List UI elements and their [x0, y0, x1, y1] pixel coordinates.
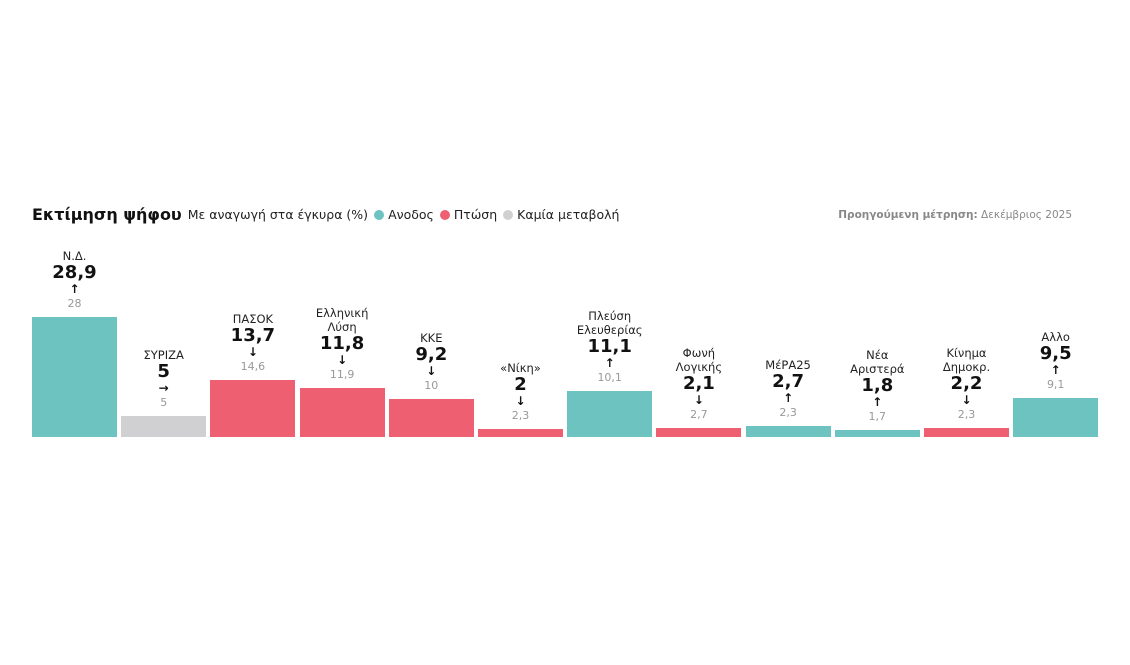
party-name: ΚΚΕ — [420, 330, 443, 345]
data-label: 5 — [157, 361, 170, 383]
data-label: 2,7 — [772, 370, 805, 392]
bar — [924, 427, 1009, 437]
party-name: ΜέΡΑ25 — [765, 357, 811, 372]
bar — [745, 425, 831, 437]
data-label: 2 — [514, 373, 527, 395]
chart-header: Εκτίμηση ψήφου Με αναγωγή στα έγκυρα (%)… — [32, 205, 625, 224]
bar — [567, 390, 653, 437]
party-name: ΠΑΣΟΚ — [232, 312, 274, 327]
bar-label-stack: Νέα Αριστερά 1,8 ↑ 1,7 — [822, 348, 932, 425]
party-name: Ελληνική Λύση — [315, 306, 369, 335]
data-label: 11,8 — [319, 333, 365, 355]
previous-measurement-label: Προηγούμενη μέτρηση: — [838, 209, 978, 221]
legend-up: Ανοδος — [374, 207, 434, 222]
bar — [478, 428, 563, 437]
bar-label-stack: ΣΥΡΙΖΑ 5 → 5 — [109, 348, 219, 411]
bar-label-stack: Κίνημα Δημοκρ. 2,2 ↓ 2,3 — [912, 346, 1022, 423]
previous-measurement-value: Δεκέμβριος 2025 — [981, 209, 1072, 221]
data-label: 2,2 — [950, 372, 983, 394]
trend-arrow-up-icon: ↑ — [69, 282, 80, 297]
bar — [299, 388, 385, 437]
trend-arrow-up-icon: ↑ — [1050, 362, 1061, 377]
bar-label-stack: Ν.Δ. 28,9 ↑ 28 — [20, 249, 130, 312]
party-name: «Νίκη» — [500, 360, 541, 375]
chart-title: Εκτίμηση ψήφου — [32, 205, 182, 224]
data-label: 11,1 — [587, 335, 632, 357]
data-label: 9,2 — [415, 343, 448, 365]
legend-dot-down-icon — [439, 209, 450, 220]
bar-label-stack: ΜέΡΑ25 2,7 ↑ 2,3 — [733, 358, 843, 421]
data-label: 13,7 — [230, 325, 276, 347]
party-name: Φωνή Λογικής — [675, 346, 723, 375]
trend-arrow-up-icon: ↑ — [783, 390, 794, 405]
trend-arrow-up-icon: ↑ — [604, 355, 615, 370]
previous-value-label: 28 — [67, 297, 82, 311]
bar — [1013, 397, 1099, 437]
previous-value-label: 2,3 — [779, 405, 797, 419]
trend-arrow-down-icon: ↓ — [515, 393, 526, 408]
legend-dot-up-icon — [374, 209, 385, 220]
legend-label: Πτώση — [453, 207, 498, 222]
bar — [210, 380, 296, 437]
trend-arrow-down-icon: ↓ — [337, 353, 348, 368]
bar-label-stack: ΠΑΣΟΚ 13,7 ↓ 14,6 — [198, 312, 308, 375]
bar-label-stack: Φωνή Λογικής 2,1 ↓ 2,7 — [644, 346, 754, 423]
previous-value-label: 2,7 — [690, 408, 708, 422]
bar — [32, 317, 117, 437]
bar-label-stack: Ελληνική Λύση 11,8 ↓ 11,9 — [287, 306, 397, 383]
bar-label-stack: ΚΚΕ 9,2 ↓ 10 — [376, 331, 486, 394]
legend-dot-same-icon — [503, 209, 514, 220]
bar — [834, 429, 920, 437]
previous-value-label: 1,7 — [868, 409, 887, 423]
previous-value-label: 14,6 — [240, 360, 266, 374]
data-label: 2,1 — [682, 373, 715, 395]
bar — [388, 398, 474, 437]
previous-measurement: Προηγούμενη μέτρηση: Δεκέμβριος 2025 — [838, 209, 1072, 221]
trend-arrow-down-icon: ↓ — [247, 345, 258, 360]
bar-label-stack: «Νίκη» 2 ↓ 2,3 — [466, 361, 576, 424]
data-label: 1,8 — [861, 374, 894, 396]
previous-value-label: 2,3 — [957, 407, 976, 421]
legend-label: Καμία μεταβολή — [517, 207, 620, 222]
party-name: ΣΥΡΙΖΑ — [143, 348, 184, 363]
previous-value-label: 10,1 — [597, 370, 622, 384]
party-name: Αλλο — [1041, 329, 1070, 344]
previous-value-label: 5 — [160, 396, 168, 410]
trend-arrow-down-icon: ↓ — [693, 393, 704, 408]
trend-arrow-down-icon: ↓ — [961, 392, 972, 407]
bar-label-stack: Πλεύση Ελευθερίας 11,1 ↑ 10,1 — [555, 309, 665, 386]
previous-value-label: 9,1 — [1046, 377, 1065, 391]
previous-value-label: 2,3 — [511, 408, 530, 422]
bar — [121, 416, 207, 437]
data-label: 28,9 — [52, 262, 97, 284]
legend-label: Ανοδος — [388, 207, 434, 222]
bar — [656, 428, 742, 437]
previous-value-label: 11,9 — [329, 368, 355, 382]
party-name: Ν.Δ. — [62, 249, 87, 264]
chart-subtitle: Με αναγωγή στα έγκυρα (%) — [187, 207, 369, 222]
previous-value-label: 10 — [424, 378, 439, 392]
trend-arrow-same-icon: → — [158, 381, 169, 396]
trend-arrow-down-icon: ↓ — [426, 363, 437, 378]
legend-down: Πτώση — [439, 207, 498, 222]
party-name: Νέα Αριστερά — [850, 347, 905, 376]
party-name: Πλεύση Ελευθερίας — [576, 308, 643, 337]
trend-arrow-up-icon: ↑ — [872, 394, 883, 409]
data-label: 9,5 — [1039, 342, 1072, 364]
legend-same: Καμία μεταβολή — [503, 207, 619, 222]
party-name: Κίνημα Δημοκρ. — [942, 345, 991, 374]
bar-label-stack: Αλλο 9,5 ↑ 9,1 — [1001, 330, 1111, 393]
